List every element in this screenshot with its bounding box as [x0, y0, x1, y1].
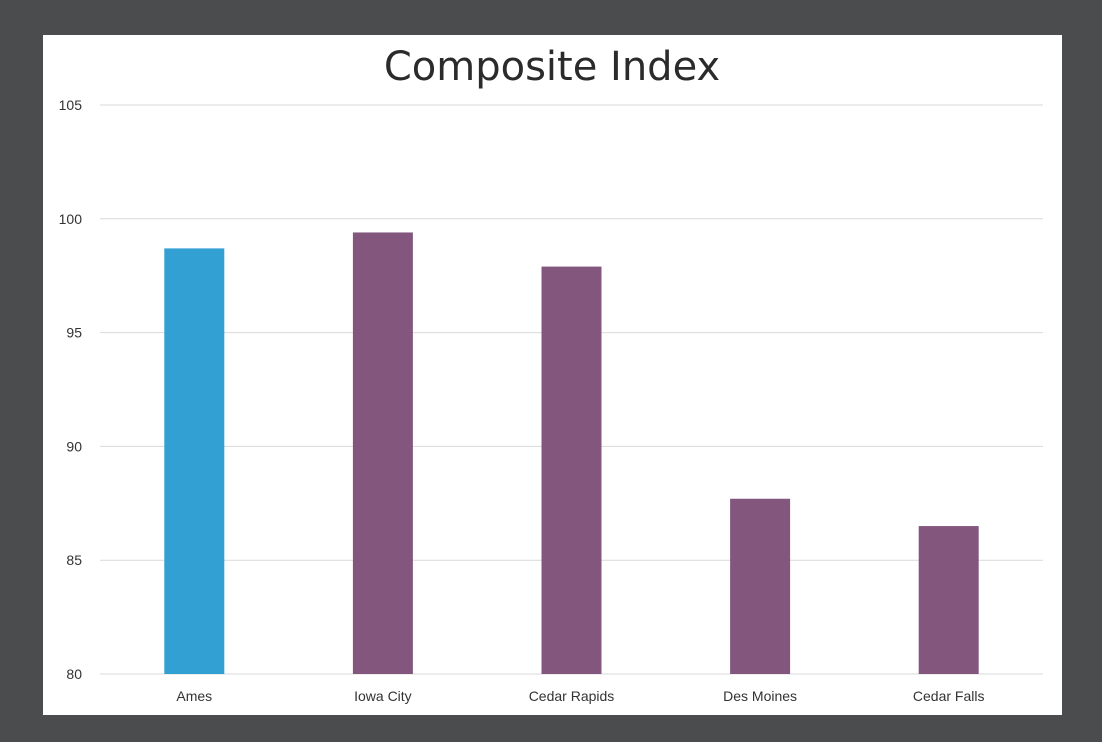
y-tick-label: 100	[59, 211, 83, 227]
chart-svg: Composite Index 80 85 90 95 100 105 Ames Iowa …	[59, 44, 1043, 704]
y-tick-label: 80	[66, 666, 82, 682]
x-category-label: Des Moines	[723, 688, 797, 704]
x-axis-categories: Ames Iowa City Cedar Rapids Des Moines Cedar…	[176, 688, 984, 704]
bar-ames	[164, 248, 225, 674]
y-tick-label: 105	[59, 97, 83, 113]
x-category-label: Ames	[176, 688, 212, 704]
x-category-label: Cedar Falls	[913, 688, 985, 704]
y-tick-label: 95	[66, 325, 82, 341]
y-tick-label: 85	[66, 552, 82, 568]
x-category-label: Iowa City	[354, 688, 412, 704]
bar-cedar-rapids	[541, 266, 602, 674]
bar-cedar-falls	[918, 526, 979, 674]
y-axis-ticks: 80 85 90 95 100 105	[59, 97, 83, 682]
chart-title: Composite Index	[384, 44, 720, 90]
chart-frame: Composite Index 80 85 90 95 100 105 Ames Iowa …	[43, 35, 1062, 715]
bars	[164, 232, 979, 674]
bar-iowa-city	[352, 232, 413, 674]
bar-des-moines	[730, 498, 791, 674]
y-tick-label: 90	[66, 438, 82, 454]
x-category-label: Cedar Rapids	[529, 688, 615, 704]
